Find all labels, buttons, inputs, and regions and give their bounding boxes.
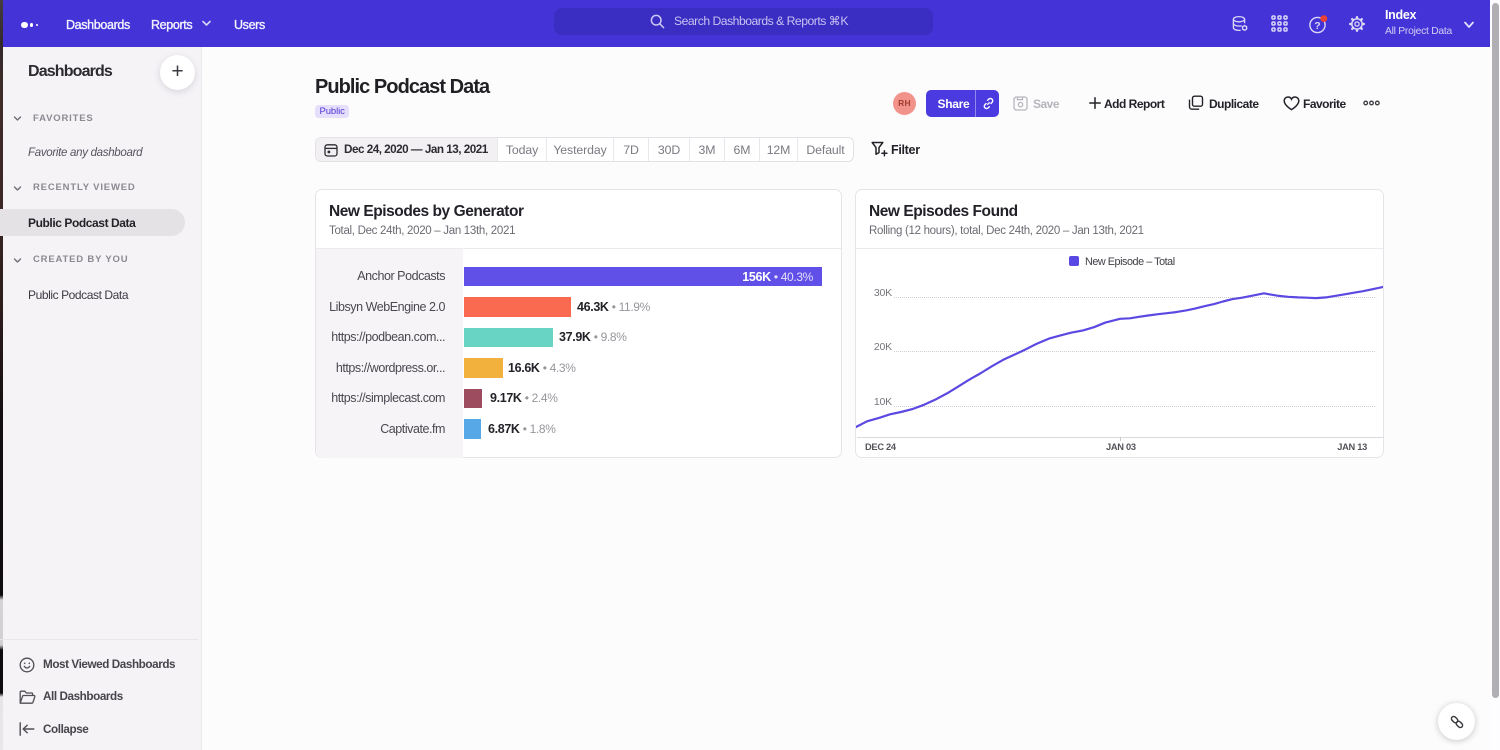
svg-text:?: ? — [1314, 20, 1320, 32]
